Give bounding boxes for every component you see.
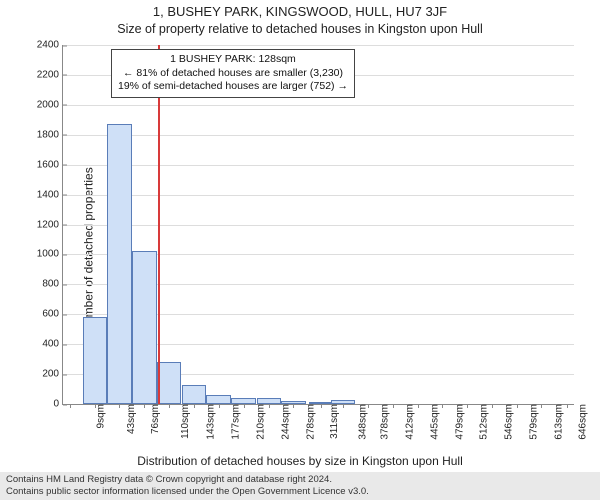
x-tick-label: 445sqm — [426, 404, 440, 440]
x-tick-mark — [442, 404, 443, 408]
y-tick-label: 1400 — [37, 189, 63, 200]
x-tick-mark — [343, 404, 344, 408]
x-tick-mark — [293, 404, 294, 408]
x-tick-label: 278sqm — [302, 404, 316, 440]
x-tick-mark — [244, 404, 245, 408]
footer-line2: Contains public sector information licen… — [6, 486, 594, 498]
x-tick-mark — [368, 404, 369, 408]
gridline — [63, 105, 574, 106]
y-tick-label: 2200 — [37, 69, 63, 80]
y-tick-label: 400 — [42, 339, 63, 350]
x-tick-label: 110sqm — [177, 404, 191, 439]
gridline — [63, 165, 574, 166]
histogram-bar — [182, 385, 206, 404]
x-tick-mark — [541, 404, 542, 408]
annotation-line3: 19% of semi-detached houses are larger (… — [118, 80, 348, 94]
x-tick-mark — [194, 404, 195, 408]
x-tick-label: 348sqm — [354, 404, 368, 440]
annotation-line1: 1 BUSHEY PARK: 128sqm — [118, 53, 348, 67]
x-tick-mark — [95, 404, 96, 408]
x-tick-label: 646sqm — [575, 404, 589, 440]
x-tick-mark — [393, 404, 394, 408]
attribution-footer: Contains HM Land Registry data © Crown c… — [0, 472, 600, 500]
y-tick-label: 2000 — [37, 99, 63, 110]
footer-line1: Contains HM Land Registry data © Crown c… — [6, 474, 594, 486]
chart-title-line1: 1, BUSHEY PARK, KINGSWOOD, HULL, HU7 3JF — [0, 4, 600, 19]
x-tick-mark — [321, 404, 322, 408]
x-tick-mark — [144, 404, 145, 408]
histogram-bar — [157, 362, 181, 404]
gridline — [63, 135, 574, 136]
x-tick-label: 512sqm — [476, 404, 490, 440]
x-tick-mark — [119, 404, 120, 408]
y-tick-label: 1000 — [37, 249, 63, 260]
x-tick-label: 143sqm — [202, 404, 216, 440]
x-tick-label: 311sqm — [326, 404, 340, 439]
y-tick-label: 1800 — [37, 129, 63, 140]
x-tick-mark — [219, 404, 220, 408]
gridline — [63, 195, 574, 196]
x-tick-mark — [70, 404, 71, 408]
x-tick-label: 76sqm — [147, 404, 161, 434]
y-tick-label: 1200 — [37, 219, 63, 230]
x-tick-label: 613sqm — [551, 404, 565, 440]
y-tick-label: 600 — [42, 309, 63, 320]
gridline — [63, 45, 574, 46]
x-tick-mark — [418, 404, 419, 408]
x-tick-mark — [517, 404, 518, 408]
x-tick-mark — [467, 404, 468, 408]
y-tick-label: 200 — [42, 369, 63, 380]
histogram-bar — [83, 317, 107, 404]
histogram-bar — [132, 251, 156, 404]
reference-line — [158, 45, 160, 404]
chart-title-line2: Size of property relative to detached ho… — [0, 22, 600, 36]
x-tick-label: 546sqm — [501, 404, 515, 440]
histogram-bar — [206, 395, 230, 404]
annotation-line2: ← 81% of detached houses are smaller (3,… — [118, 67, 348, 81]
y-tick-label: 0 — [53, 399, 63, 410]
x-tick-mark — [269, 404, 270, 408]
y-tick-label: 800 — [42, 279, 63, 290]
y-tick-label: 1600 — [37, 159, 63, 170]
x-tick-label: 244sqm — [277, 404, 291, 440]
x-tick-mark — [169, 404, 170, 408]
gridline — [63, 225, 574, 226]
x-tick-mark — [567, 404, 568, 408]
annotation-box: 1 BUSHEY PARK: 128sqm ← 81% of detached … — [111, 49, 355, 98]
x-tick-label: 210sqm — [252, 404, 266, 440]
x-axis-label: Distribution of detached houses by size … — [0, 454, 600, 468]
x-tick-label: 412sqm — [402, 404, 416, 440]
x-tick-label: 378sqm — [377, 404, 391, 440]
histogram-bar — [107, 124, 131, 404]
x-tick-label: 579sqm — [525, 404, 539, 440]
x-tick-label: 479sqm — [451, 404, 465, 440]
x-tick-label: 177sqm — [228, 404, 242, 440]
x-tick-label: 43sqm — [123, 404, 137, 434]
y-tick-label: 2400 — [37, 40, 63, 51]
plot-area: 0200400600800100012001400160018002000220… — [62, 45, 574, 405]
x-tick-mark — [492, 404, 493, 408]
